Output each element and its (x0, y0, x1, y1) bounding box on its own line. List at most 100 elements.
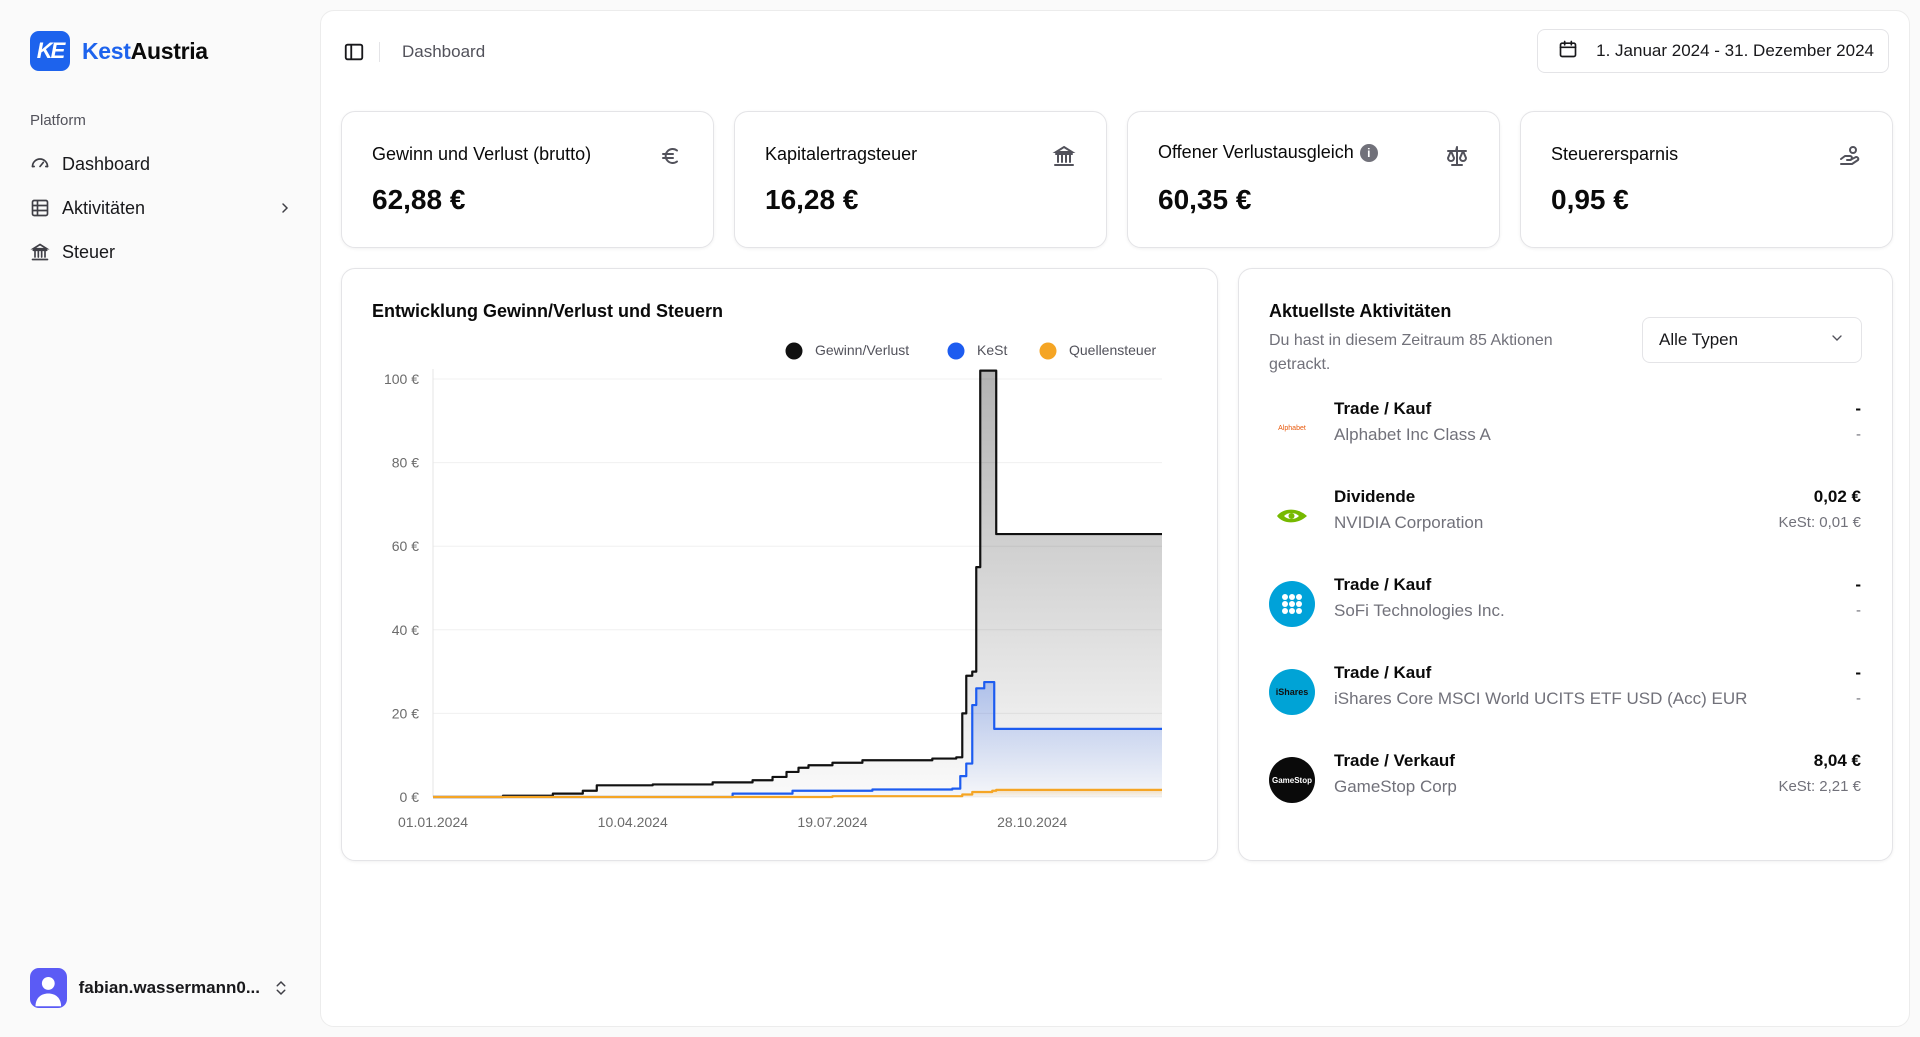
legend-marker (785, 342, 803, 360)
stat-title-text: Kapitalertragsteuer (765, 144, 918, 164)
info-icon[interactable]: i (1359, 143, 1378, 162)
chart-title: Entwicklung Gewinn/Verlust und Steuern (372, 301, 724, 321)
x-tick-label: 28.10.2024 (997, 814, 1067, 830)
ishares-logo: iShares (1269, 669, 1315, 715)
avatar (30, 968, 67, 1008)
sidebar-item-aktivitaeten[interactable]: Aktivitäten (22, 186, 302, 230)
stat-value: 0,95 € (1551, 184, 1629, 215)
legend-label: Quellensteuer (1069, 342, 1157, 358)
date-range-picker[interactable]: 1. Januar 2024 - 31. Dezember 2024 (1537, 29, 1889, 73)
stat-title: Gewinn und Verlust (brutto) (372, 144, 591, 165)
activity-name: SoFi Technologies Inc. (1334, 601, 1505, 620)
legend-label: Gewinn/Verlust (815, 342, 909, 358)
activity-amount: - (1855, 575, 1861, 594)
bank-icon (30, 242, 50, 262)
sidebar-item-label: Dashboard (62, 153, 151, 174)
nvidia-logo (1269, 493, 1315, 539)
logo-text: Alphabet (1278, 424, 1306, 432)
activity-kest: - (1856, 690, 1861, 707)
table-icon (30, 198, 50, 218)
activity-type: Trade / Kauf (1334, 399, 1432, 418)
type-filter-select[interactable]: Alle Typen (1642, 317, 1862, 363)
y-tick-label: 0 € (400, 789, 420, 805)
sidebar: KE KestAustria Platform Dashboard Aktivi… (0, 0, 320, 1037)
topbar-divider (379, 42, 380, 62)
activities-card: Aktuellste Aktivitäten Du hast in diesem… (1238, 268, 1893, 861)
stat-value: 60,35 € (1158, 184, 1252, 215)
sidebar-group-label: Platform (30, 112, 86, 129)
activity-name: Alphabet Inc Class A (1334, 425, 1491, 444)
series-area-kest (433, 682, 1162, 797)
user-menu[interactable]: fabian.wassermann0... (30, 968, 290, 1008)
activity-type: Trade / Kauf (1334, 663, 1432, 682)
y-tick-label: 80 € (392, 455, 419, 471)
sidebar-toggle-icon[interactable] (343, 41, 365, 63)
list-item[interactable]: Alphabet Trade / Kauf Alphabet Inc Class… (1269, 399, 1861, 487)
activity-name: iShares Core MSCI World UCITS ETF USD (A… (1334, 689, 1748, 708)
brand-logo: KE (30, 31, 70, 71)
sidebar-item-label: Aktivitäten (62, 197, 146, 218)
chart-card: Entwicklung Gewinn/Verlust und Steuern 0… (341, 268, 1218, 861)
y-tick-label: 20 € (392, 705, 419, 721)
stat-value: 62,88 € (372, 184, 466, 215)
list-item[interactable]: Trade / Kauf SoFi Technologies Inc. - - (1269, 575, 1861, 663)
series-line-gewinnverlust (433, 369, 1162, 799)
activity-amount: - (1855, 663, 1861, 682)
activity-amount: - (1855, 399, 1861, 418)
list-item[interactable]: GameStop Trade / Verkauf GameStop Corp 8… (1269, 751, 1861, 839)
user-name: fabian.wassermann0... (78, 978, 260, 997)
chevrons-up-down-icon (272, 977, 290, 999)
y-tick-label: 100 € (384, 371, 419, 387)
chart: 0 € 20 € 40 € 60 € 80 € 100 € 01.01.2024 10.04.… (384, 342, 1162, 830)
brand-name: KestAustria (82, 38, 208, 65)
sidebar-item-steuer[interactable]: Steuer (22, 230, 302, 274)
chevron-right-icon[interactable] (276, 199, 294, 217)
logo-text: GameStop (1271, 775, 1312, 785)
logo-text: iShares (1275, 687, 1309, 697)
stat-title: Offener Verlustausgleich i (1158, 142, 1378, 163)
date-range-label: 1. Januar 2024 - 31. Dezember 2024 (1596, 41, 1874, 60)
stat-title-text: Steuerersparnis (1551, 144, 1679, 164)
stat-title: Steuerersparnis (1551, 144, 1678, 165)
stat-title-text: Offener Verlustausgleich (1158, 142, 1354, 162)
series-line-quellensteuer (433, 788, 1162, 799)
y-tick-label: 60 € (392, 538, 419, 554)
gamestop-logo: GameStop (1269, 757, 1315, 803)
gauge-icon (30, 154, 50, 174)
breadcrumb: Dashboard (402, 42, 486, 61)
stat-title: Kapitalertragsteuer (765, 144, 917, 165)
sofi-logo (1269, 581, 1315, 627)
brand[interactable]: KE KestAustria (30, 31, 208, 71)
activities-subtitle: Du hast in diesem Zeitraum 85 Aktionen g… (1269, 332, 1553, 373)
series-line-kest (433, 680, 1162, 799)
stat-card-kapitalertragsteuer: Kapitalertragsteuer 16,28 € (734, 111, 1107, 248)
activity-kest: - (1856, 426, 1861, 443)
euro-icon (659, 144, 683, 168)
brand-name-part1: Kest (82, 37, 131, 64)
legend-marker (947, 342, 965, 360)
brand-name-part2: Austria (130, 37, 208, 64)
stat-title-text: Gewinn und Verlust (brutto) (372, 144, 592, 164)
activity-amount: 8,04 € (1813, 751, 1861, 770)
sidebar-item-dashboard[interactable]: Dashboard (22, 142, 302, 186)
calendar-icon (1558, 39, 1578, 64)
sidebar-item-label: Steuer (62, 241, 116, 262)
series-area-quellensteuer (433, 789, 1162, 797)
list-item[interactable]: iShares Trade / Kauf iShares Core MSCI W… (1269, 663, 1861, 751)
activity-kest: KeSt: 2,21 € (1778, 778, 1861, 795)
activity-amount: 0,02 € (1813, 487, 1861, 506)
sidebar-nav: Dashboard Aktivitäten Steuer (22, 142, 302, 274)
x-tick-label: 01.01.2024 (398, 814, 468, 830)
x-tick-label: 19.07.2024 (797, 814, 867, 830)
stat-value: 16,28 € (765, 184, 859, 215)
bank-icon (1052, 144, 1076, 168)
activity-kest: - (1856, 602, 1861, 619)
type-filter-value: Alle Typen (1659, 330, 1739, 349)
activity-type: Dividende (1334, 487, 1416, 506)
stat-card-verlustausgleich: Offener Verlustausgleich i 60,35 € (1127, 111, 1500, 248)
y-tick-label: 40 € (392, 622, 419, 638)
topbar: Dashboard 1. Januar 2024 - 31. Dezember … (321, 11, 1909, 93)
activity-type: Trade / Verkauf (1334, 751, 1455, 770)
list-item[interactable]: Dividende NVIDIA Corporation 0,02 € KeSt… (1269, 487, 1861, 575)
legend-label: KeSt (977, 342, 1007, 358)
